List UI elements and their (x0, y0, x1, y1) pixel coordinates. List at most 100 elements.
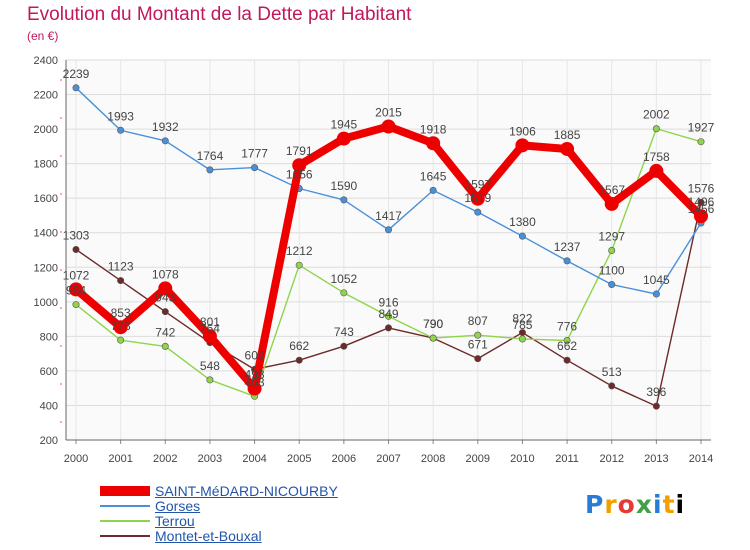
data-point-3 (384, 324, 392, 332)
data-point-1 (384, 226, 392, 234)
x-tick-label: 2002 (153, 453, 177, 465)
x-tick-label: 2010 (510, 453, 534, 465)
data-point-0 (515, 138, 530, 153)
data-label-3: 662 (557, 339, 577, 353)
data-point-1 (72, 84, 80, 92)
x-tick-label: 2009 (466, 453, 490, 465)
x-tick-label: 2005 (287, 453, 311, 465)
data-label-2: 1212 (286, 244, 313, 258)
data-label-1: 1656 (286, 168, 313, 182)
data-point-1 (251, 164, 259, 172)
legend-label-3: Montet-et-Bouxal (155, 528, 262, 544)
data-label-2: 790 (423, 317, 443, 331)
proxiti-logo[interactable]: Proxiti (585, 490, 686, 519)
data-label-0: 1918 (420, 122, 447, 136)
data-point-1 (161, 137, 169, 145)
data-point-0 (202, 329, 217, 344)
x-tick-label: 2007 (376, 453, 400, 465)
chart-title: Evolution du Montant de la Dette par Hab… (27, 4, 412, 25)
legend-label-2: Terrou (155, 513, 195, 529)
data-point-0 (560, 141, 575, 156)
legend-swatch-1 (100, 505, 150, 507)
data-label-2: 785 (512, 318, 532, 332)
x-tick-label: 2003 (198, 453, 222, 465)
legend-label-1: Gorses (155, 498, 201, 514)
data-point-0 (247, 381, 262, 396)
data-label-3: 671 (468, 338, 488, 352)
data-label-2: 778 (111, 319, 131, 333)
data-label-2: 742 (155, 325, 175, 339)
data-label-1: 1590 (331, 179, 358, 193)
data-label-3: 943 (155, 291, 175, 305)
data-point-3 (340, 342, 348, 350)
data-point-2 (652, 125, 660, 133)
data-label-1: 1100 (599, 264, 625, 278)
data-point-0 (604, 196, 619, 211)
data-point-2 (384, 312, 392, 320)
data-label-0: 853 (111, 306, 131, 320)
y-tick-label: 1200 (34, 262, 58, 274)
data-label-3: 764 (200, 322, 220, 336)
data-point-3 (72, 245, 80, 253)
y-tick-label: 2200 (34, 90, 58, 102)
x-tick-label: 2004 (242, 453, 266, 465)
data-label-2: 1927 (688, 121, 715, 135)
x-tick-label: 2008 (421, 453, 445, 465)
data-point-1 (608, 281, 616, 289)
data-label-2: 776 (557, 320, 577, 334)
data-point-0 (69, 282, 83, 297)
data-label-3: 822 (512, 312, 532, 326)
y-tick-label: 2400 (34, 55, 58, 67)
data-label-0: 801 (200, 315, 220, 329)
x-tick-label: 2006 (332, 453, 356, 465)
data-point-0 (470, 191, 485, 206)
legend-label-0: SAINT-MéDARD-NICOURBY (155, 483, 338, 499)
data-label-3: 662 (289, 339, 309, 353)
data-label-3: 790 (423, 317, 443, 331)
data-point-1 (117, 126, 125, 134)
data-label-1: 1993 (107, 109, 134, 123)
data-label-1: 1519 (464, 191, 491, 205)
data-point-0 (694, 209, 708, 224)
data-label-3: 609 (245, 348, 265, 362)
data-label-0: 1072 (63, 268, 90, 282)
data-point-3 (608, 382, 616, 390)
legend-swatch-3 (100, 535, 150, 537)
x-tick-label: 2000 (64, 453, 88, 465)
data-label-2: 2002 (643, 108, 670, 122)
y-tick-label: 400 (40, 400, 58, 412)
data-label-2: 807 (468, 314, 488, 328)
data-point-2 (295, 261, 303, 269)
data-label-3: 1123 (108, 260, 134, 274)
data-point-3 (474, 355, 482, 363)
x-tick-label: 2011 (555, 453, 579, 465)
data-label-0: 1906 (509, 124, 536, 138)
x-tick-label: 2012 (599, 453, 623, 465)
data-point-3 (697, 198, 705, 206)
data-point-0 (292, 158, 307, 173)
y-tick-label: 1400 (34, 228, 58, 240)
data-point-2 (697, 138, 705, 146)
data-label-1: 1417 (375, 209, 402, 223)
x-tick-label: 2013 (644, 453, 668, 465)
data-point-3 (563, 356, 571, 364)
data-label-0: 2015 (375, 106, 402, 120)
x-tick-label: 2014 (689, 453, 713, 465)
data-label-1: 1645 (420, 169, 447, 183)
data-point-3 (117, 277, 125, 285)
y-tick-label: 600 (40, 366, 58, 378)
data-label-2: 453 (245, 375, 265, 389)
data-point-0 (381, 119, 396, 134)
data-point-0 (158, 281, 173, 296)
data-point-0 (649, 163, 664, 178)
data-label-0: 1791 (286, 144, 313, 158)
data-label-0: 1567 (598, 183, 625, 197)
y-tick-label: 2000 (34, 124, 58, 136)
data-point-2 (206, 376, 214, 384)
data-point-2 (117, 336, 125, 344)
data-point-2 (340, 289, 348, 297)
data-point-2 (608, 247, 616, 255)
data-label-2: 916 (378, 295, 398, 309)
legend-swatch-2 (100, 520, 150, 522)
